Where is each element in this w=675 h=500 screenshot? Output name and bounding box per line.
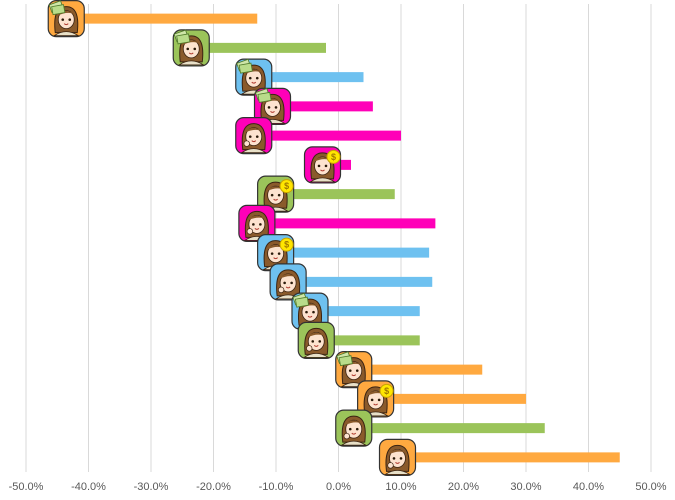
bar-row: $ [357,380,526,418]
bar [369,364,483,375]
bar [288,101,373,112]
woman-thinking-icon [269,263,307,301]
x-tick-label: 30.0% [510,481,541,493]
woman-holding-cash-icon [335,351,373,389]
x-tick-label: 20.0% [448,481,479,493]
woman-holding-cash-icon [291,292,329,330]
bar [207,42,326,53]
bar-row [335,409,545,447]
bar [269,130,401,141]
woman-with-coin-icon: $ [357,380,395,418]
x-tick-label: -50.0% [9,481,44,493]
bar-row [269,263,433,301]
woman-thinking-icon [238,204,276,242]
bar [413,452,620,463]
woman-thinking-icon [235,117,273,155]
svg-text:$: $ [384,386,389,396]
bar [82,13,258,24]
bar [326,306,420,317]
woman-thinking-icon [335,409,373,447]
x-tick-label: -10.0% [259,481,294,493]
bar-row: $ [303,146,351,184]
bar [332,335,420,346]
woman-holding-cash-icon [235,58,273,96]
x-tick-label: 50.0% [635,481,666,493]
bar [291,189,395,200]
x-tick-label: 0.0% [326,481,351,493]
woman-holding-cash-icon [172,29,210,67]
bar-row [235,117,401,155]
bar-row [291,292,420,330]
bar-row [297,321,420,359]
x-axis-tick-labels: -50.0% -40.0% -30.0% -20.0% -10.0% 0.0% 10.0% 2… [9,481,667,493]
x-tick-label: 40.0% [573,481,604,493]
x-tick-label: -20.0% [196,481,231,493]
woman-holding-cash-icon [47,0,85,38]
woman-holding-cash-icon [253,87,292,125]
bar [391,393,526,404]
bar [269,72,364,83]
woman-with-coin-icon: $ [303,146,342,184]
bar-row [172,29,326,67]
bar-row [235,58,364,96]
bar [272,218,436,229]
svg-text:$: $ [331,152,336,162]
bar-series: $ $ $ $ [47,0,620,476]
bar-row [378,438,620,476]
bar [369,423,545,434]
bar-row [253,87,373,125]
x-tick-label: -40.0% [71,481,106,493]
svg-text:$: $ [284,181,289,191]
woman-thinking-icon [378,438,417,476]
bar [304,276,433,287]
woman-thinking-icon [297,321,335,359]
bar-row [335,351,483,389]
bar-row [47,0,258,38]
x-tick-label: 10.0% [385,481,416,493]
bar-row [238,204,436,242]
svg-text:$: $ [284,240,289,250]
x-tick-label: -30.0% [134,481,169,493]
bar [338,159,351,170]
bar [291,247,430,258]
